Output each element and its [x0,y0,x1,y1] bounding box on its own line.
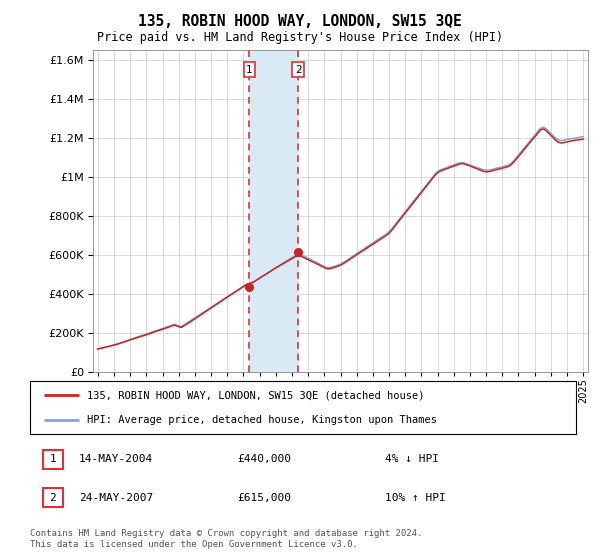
Text: 135, ROBIN HOOD WAY, LONDON, SW15 3QE: 135, ROBIN HOOD WAY, LONDON, SW15 3QE [138,14,462,29]
Text: 14-MAY-2004: 14-MAY-2004 [79,454,154,464]
Text: £440,000: £440,000 [238,454,292,464]
Text: Contains HM Land Registry data © Crown copyright and database right 2024.
This d: Contains HM Land Registry data © Crown c… [30,529,422,549]
Text: 10% ↑ HPI: 10% ↑ HPI [385,493,446,502]
FancyBboxPatch shape [43,488,64,507]
Text: 135, ROBIN HOOD WAY, LONDON, SW15 3QE (detached house): 135, ROBIN HOOD WAY, LONDON, SW15 3QE (d… [88,390,425,400]
Text: 24-MAY-2007: 24-MAY-2007 [79,493,154,502]
Text: 1: 1 [246,65,253,74]
Text: 4% ↓ HPI: 4% ↓ HPI [385,454,439,464]
Text: £615,000: £615,000 [238,493,292,502]
FancyBboxPatch shape [30,381,576,434]
Text: HPI: Average price, detached house, Kingston upon Thames: HPI: Average price, detached house, King… [88,414,437,424]
Text: 1: 1 [50,454,56,464]
Text: 2: 2 [295,65,302,74]
FancyBboxPatch shape [43,450,64,469]
Text: Price paid vs. HM Land Registry's House Price Index (HPI): Price paid vs. HM Land Registry's House … [97,31,503,44]
Text: 2: 2 [50,493,56,502]
Bar [250,50,298,372]
